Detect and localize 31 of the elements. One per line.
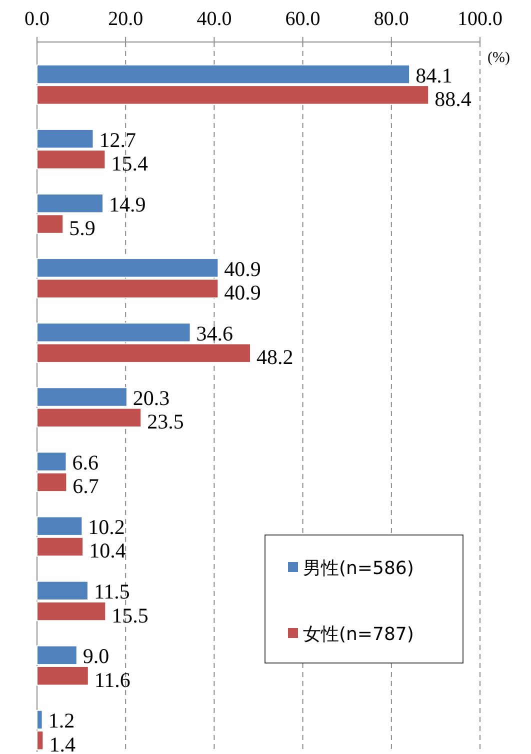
data-label: 88.4 — [434, 86, 472, 111]
data-label: 6.7 — [72, 474, 99, 498]
data-label: 10.4 — [89, 538, 126, 563]
data-label: 48.2 — [256, 345, 294, 370]
data-label: 10.2 — [88, 515, 125, 540]
data-label: 11.5 — [94, 580, 130, 604]
data-label: 5.9 — [69, 216, 96, 240]
data-label: 1.2 — [48, 708, 75, 733]
data-label: 15.4 — [111, 151, 148, 176]
data-label: 14.9 — [109, 192, 146, 216]
data-label: 15.5 — [112, 603, 148, 628]
data-label: 84.1 — [416, 63, 452, 88]
data-label: 12.7 — [99, 128, 136, 152]
x-tick-label: 0.0 — [24, 8, 50, 30]
data-label: 20.3 — [132, 386, 170, 410]
data-label: 34.6 — [196, 321, 234, 346]
data-label: 11.6 — [94, 668, 130, 692]
text: (%) — [488, 50, 510, 66]
x-tick-label: 20.0 — [108, 8, 144, 30]
data-label: 23.5 — [147, 410, 184, 434]
x-tick-label: 80.0 — [374, 8, 409, 30]
legend-label: 男性(n=586) — [303, 558, 414, 579]
x-tick-label: 60.0 — [285, 8, 320, 30]
data-label: 40.9 — [224, 256, 261, 281]
data-label: 6.6 — [72, 450, 98, 475]
x-tick-label: 40.0 — [196, 8, 232, 30]
data-label: 1.4 — [49, 732, 76, 754]
legend-label: 女性(n=787) — [303, 624, 414, 645]
data-label: 9.0 — [82, 644, 110, 668]
x-tick-label: 100.0 — [458, 8, 502, 30]
data-label: 40.9 — [224, 280, 261, 305]
